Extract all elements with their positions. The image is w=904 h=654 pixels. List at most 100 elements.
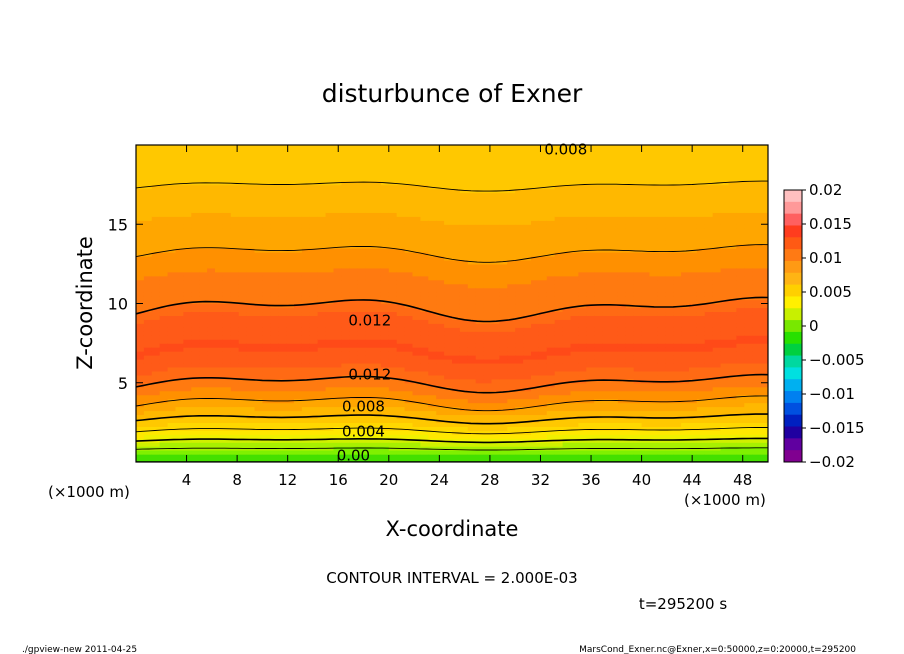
heat-cell	[262, 434, 271, 439]
heat-cell	[341, 196, 350, 202]
heat-cell	[420, 335, 429, 340]
heat-cell	[475, 378, 485, 384]
heat-cell	[554, 378, 564, 384]
heat-cell	[515, 311, 524, 316]
heat-cell	[483, 386, 493, 392]
heat-cell	[222, 283, 232, 289]
heat-cell	[499, 244, 508, 249]
heat-cell	[578, 172, 587, 178]
heat-cell	[531, 283, 540, 289]
heat-cell	[467, 366, 477, 372]
heat-cell	[349, 331, 358, 336]
heat-cell	[365, 370, 374, 376]
heat-cell	[270, 394, 279, 400]
heat-cell	[617, 168, 627, 174]
heat-cell	[191, 196, 200, 202]
heat-cell	[475, 156, 485, 162]
heat-cell	[278, 299, 287, 305]
heat-cell	[238, 168, 248, 174]
heat-cell	[531, 426, 540, 431]
heat-cell	[294, 192, 303, 198]
heat-cell	[491, 267, 500, 273]
heat-cell	[151, 398, 161, 404]
heat-cell	[570, 259, 579, 265]
heat-cell	[507, 307, 516, 313]
heat-cell	[143, 311, 153, 316]
heat-cell	[515, 414, 524, 420]
heat-cell	[286, 208, 295, 213]
heat-cell	[349, 204, 358, 209]
heat-cell	[602, 390, 611, 396]
heat-cell	[412, 390, 421, 396]
heat-cell	[175, 331, 184, 336]
heat-cell	[578, 299, 587, 305]
heat-cell	[594, 382, 603, 388]
heat-cell	[617, 390, 627, 396]
heat-cell	[610, 220, 619, 225]
heat-cell	[207, 291, 216, 297]
heat-cell	[523, 319, 532, 324]
heat-cell	[507, 351, 516, 356]
heat-cell	[452, 200, 461, 206]
heat-cell	[317, 259, 327, 265]
heat-cell	[436, 236, 445, 241]
heat-cell	[238, 251, 248, 257]
heat-cell	[246, 355, 256, 360]
heat-cell	[373, 255, 382, 261]
heat-cell	[610, 351, 619, 356]
heat-cell	[554, 382, 564, 388]
heat-cell	[546, 362, 556, 368]
heat-cell	[396, 156, 406, 162]
heat-cell	[278, 295, 287, 301]
heat-cell	[199, 232, 208, 237]
heat-cell	[499, 192, 508, 198]
heat-cell	[428, 283, 437, 289]
heat-cell	[294, 184, 303, 190]
heat-cell	[254, 251, 263, 257]
heat-cell	[404, 370, 414, 376]
heat-cell	[388, 438, 398, 443]
heat-cell	[254, 176, 263, 182]
heat-cell	[207, 168, 216, 174]
heat-cell	[546, 172, 556, 178]
heat-cell	[578, 196, 587, 202]
heat-cell	[499, 200, 508, 206]
heat-cell	[294, 275, 303, 281]
heat-cell	[246, 319, 256, 324]
heat-cell	[341, 327, 350, 332]
heat-cell	[467, 176, 477, 182]
heat-cell	[270, 240, 279, 245]
heat-cell	[412, 267, 421, 273]
heat-cell	[420, 422, 429, 427]
heat-cell	[578, 430, 587, 435]
heat-cell	[523, 148, 532, 154]
heat-cell	[246, 339, 256, 344]
heat-cell	[238, 232, 248, 237]
heat-cell	[151, 255, 161, 261]
heat-cell	[602, 362, 611, 368]
heat-cell	[222, 232, 232, 237]
heat-cell	[341, 208, 350, 213]
heat-cell	[230, 331, 240, 336]
heat-cell	[491, 176, 500, 182]
heat-cell	[286, 370, 295, 376]
heat-cell	[199, 251, 208, 257]
heat-cell	[412, 311, 421, 316]
heat-cell	[278, 450, 287, 455]
heat-cell	[586, 366, 595, 372]
heat-cell	[333, 418, 342, 423]
heat-cell	[333, 220, 342, 225]
heat-cell	[159, 200, 169, 206]
heat-cell	[491, 168, 500, 174]
heat-cell	[499, 422, 508, 427]
heat-cell	[341, 148, 350, 154]
heat-cell	[215, 160, 224, 166]
heat-cell	[570, 240, 579, 245]
heat-cell	[254, 212, 263, 217]
heat-cell	[475, 212, 485, 217]
heat-cell	[380, 184, 390, 190]
heat-cell	[136, 358, 145, 364]
heat-cell	[254, 200, 263, 206]
heat-cell	[309, 145, 319, 150]
heat-cell	[365, 426, 374, 431]
